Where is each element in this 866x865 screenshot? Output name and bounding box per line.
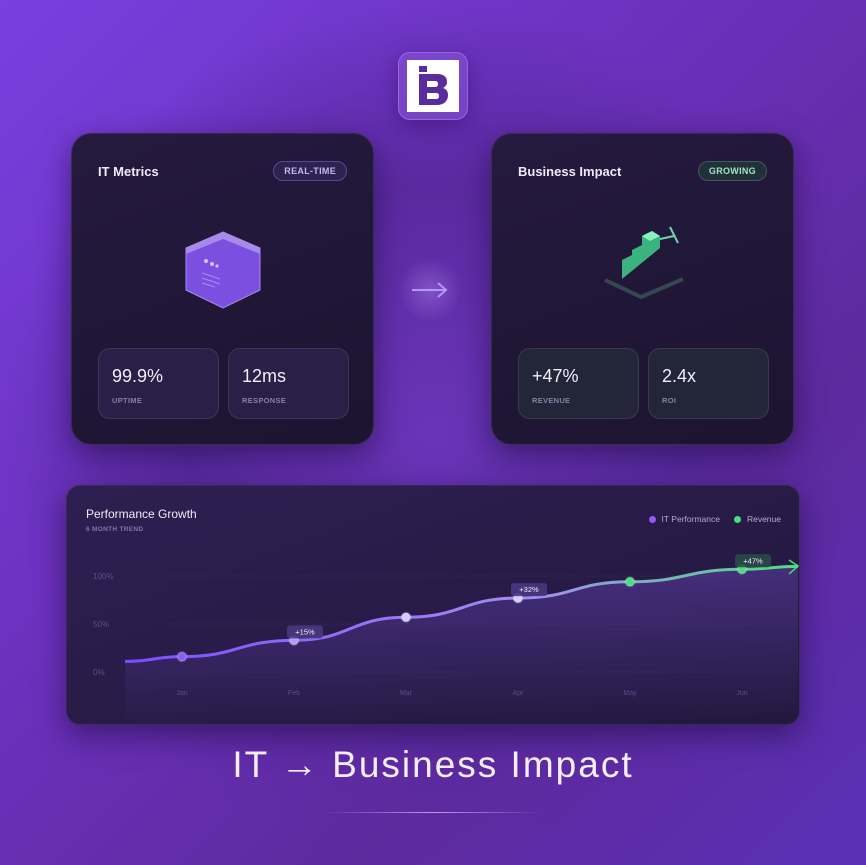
annotation-box (735, 554, 771, 568)
stat-value: 99.9% (112, 366, 164, 386)
card-title: Business Impact (518, 164, 622, 179)
business-impact-card: Business Impact GROWING +47% REVENUE 2.4… (491, 133, 794, 445)
x-tick-label: Feb (288, 690, 300, 697)
card-title: IT Metrics (98, 164, 159, 179)
data-point (176, 651, 188, 663)
legend-dot (648, 516, 656, 523)
x-tick-label: Jun (736, 690, 747, 697)
x-tick-label: Apr (513, 690, 525, 697)
logo-b-icon (407, 60, 459, 112)
chart-plot: 0% 50% 100% Jan Feb Mar Apr May Jun +15% +32% +47% (93, 554, 799, 724)
brand-logo (398, 52, 468, 120)
divider (323, 812, 543, 813)
legend-label: IT Performance (661, 514, 720, 524)
headline: IT → Business Impact (232, 744, 634, 785)
series-line (124, 564, 799, 663)
annotation-label: +32% (519, 585, 539, 594)
legend-label: Revenue (746, 514, 781, 524)
annotation-box (287, 625, 323, 639)
annotation-label: +15% (295, 627, 315, 636)
stat-label: UPTIME (112, 396, 143, 405)
revenue-stat: +47% REVENUE (518, 348, 639, 419)
arrow-head (785, 559, 799, 575)
area-fill (125, 566, 798, 724)
it-metrics-card: IT Metrics REAL-TIME 99.9% UPTIME 12ms R… (71, 133, 374, 445)
stat-label: ROI (662, 396, 677, 405)
y-tick-label: 100% (93, 572, 113, 581)
uptime-stat: 99.9% UPTIME (98, 348, 219, 419)
x-tick-label: May (623, 690, 637, 697)
performance-growth-chart: Performance Growth 6 MONTH TREND IT Perf… (66, 485, 800, 725)
chart-title: Performance Growth (86, 507, 197, 521)
chart-legend: IT Performance Revenue (648, 514, 781, 524)
data-point (624, 576, 636, 588)
stat-label: RESPONSE (242, 396, 287, 405)
stat-value: 2.4x (662, 366, 697, 386)
legend-dot (733, 516, 741, 523)
stat-value: +47% (532, 366, 579, 386)
y-tick-label: 50% (93, 620, 109, 629)
growth-stairs-icon (604, 226, 684, 300)
hexagon-server-icon (185, 231, 261, 309)
arrow-right-icon (395, 260, 465, 320)
x-tick-label: Mar (400, 690, 413, 697)
annotation-box (511, 583, 547, 597)
chart-subtitle: 6 MONTH TREND (86, 526, 144, 533)
status-badge: REAL-TIME (273, 161, 347, 181)
legend-item-it-performance: IT Performance (648, 514, 720, 524)
roi-stat: 2.4x ROI (648, 348, 769, 419)
status-badge: GROWING (697, 161, 767, 181)
data-point (400, 611, 412, 623)
x-tick-label: Jan (176, 690, 187, 697)
annotation-label: +47% (743, 556, 763, 565)
legend-item-revenue: Revenue (733, 514, 781, 524)
stat-label: REVENUE (532, 396, 571, 405)
stat-value: 12ms (242, 366, 287, 386)
y-tick-label: 0% (93, 668, 105, 677)
response-stat: 12ms RESPONSE (228, 348, 349, 419)
